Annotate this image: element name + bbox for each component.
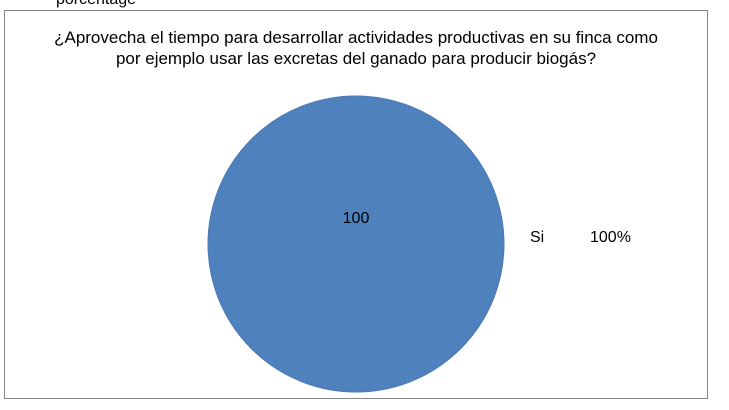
clipped-text: porcentage	[56, 0, 136, 9]
chart-title: ¿Aprovecha el tiempo para desarrollar ac…	[15, 27, 697, 69]
pie-plot: 100	[207, 95, 505, 393]
legend-label-si: Si	[530, 229, 544, 246]
title-line-2: por ejemplo usar las excretas del ganado…	[115, 49, 597, 68]
title-line-1: ¿Aprovecha el tiempo para desarrollar ac…	[54, 28, 658, 47]
pie-slices	[207, 95, 505, 393]
pie-slice-si	[207, 95, 505, 393]
clipped-text-above-chart: porcentage	[0, 0, 729, 12]
legend: Si 100%	[530, 229, 631, 246]
legend-percent-si: 100%	[590, 229, 631, 246]
pie-data-label-si: 100	[343, 210, 370, 227]
